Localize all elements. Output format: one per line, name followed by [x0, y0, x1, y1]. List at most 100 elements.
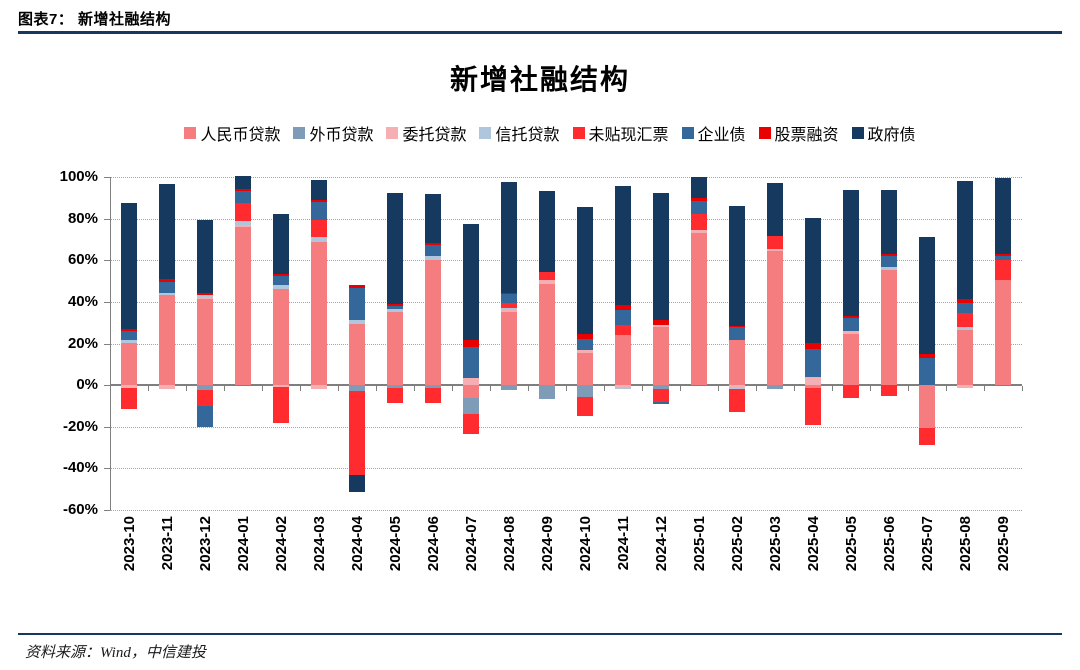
bar-group-2024-11 [604, 177, 642, 510]
bar-segment [919, 354, 935, 359]
x-axis-label-2025-08: 2025-08 [946, 516, 984, 616]
x-axis-label-2024-05: 2024-05 [376, 516, 414, 616]
y-axis-tick [104, 177, 110, 178]
bar-segment [615, 325, 631, 336]
bar-segment [425, 385, 441, 389]
x-axis-tick [300, 386, 301, 392]
bar-segment [349, 284, 365, 289]
bar-segment [577, 333, 593, 339]
x-axis-label-2024-04: 2024-04 [338, 516, 376, 616]
x-axis-label-text: 2025-02 [728, 516, 746, 572]
bar-segment [463, 224, 479, 340]
bar-segment [729, 385, 745, 388]
gridline [110, 426, 1022, 428]
x-axis-tick [718, 386, 719, 392]
bar-segment [121, 342, 137, 386]
legend-swatch-icon [293, 127, 306, 139]
y-axis-tick [104, 468, 110, 470]
legend-swatch-icon [758, 127, 771, 139]
x-axis-label-text: 2025-04 [804, 516, 822, 572]
bar-segment [653, 401, 669, 405]
x-axis-tick [680, 386, 681, 392]
bar-segment [463, 385, 479, 399]
bar-segment [539, 385, 555, 400]
bar-segment [767, 249, 783, 252]
bar-segment [159, 282, 175, 294]
x-axis-tick [832, 386, 833, 392]
bar-segment [995, 259, 1011, 280]
bar-segment [273, 285, 289, 289]
x-axis-label-text: 2023-10 [120, 516, 138, 572]
legend-item-1: 外币贷款 [293, 121, 373, 145]
bar-segment [615, 335, 631, 386]
y-axis-label: -40% [62, 459, 98, 477]
x-axis-tick [148, 386, 149, 392]
bar-segment [425, 259, 441, 386]
legend-item-4: 未贴现汇票 [572, 121, 669, 145]
bar-segment [349, 324, 365, 386]
bar-segment [539, 272, 555, 281]
bar-segment [881, 270, 897, 386]
bar-segment [235, 224, 251, 227]
bar-segment [387, 304, 403, 307]
x-axis-tick [186, 386, 187, 392]
bar-segment [805, 349, 821, 377]
bar-segment [159, 183, 175, 279]
x-axis-label-text: 2025-08 [956, 516, 974, 572]
x-axis: 2023-10 2023-11 2023-12 2024-01 2024-02 2024-… [110, 516, 1022, 616]
bar-segment [767, 385, 783, 390]
x-axis-label-2024-06: 2024-06 [414, 516, 452, 616]
bar-segment [843, 318, 859, 332]
x-axis-tick [528, 386, 529, 392]
bar-group-2024-09 [528, 177, 566, 510]
bar-group-2024-07 [452, 177, 490, 510]
y-axis-spine [110, 177, 111, 510]
bar-segment [425, 194, 441, 243]
bar-segment [729, 325, 745, 328]
bar-segment [159, 385, 175, 390]
x-axis-label-2025-06: 2025-06 [870, 516, 908, 616]
x-axis-tick [794, 386, 795, 392]
y-axis-tick [104, 385, 110, 387]
bar-segment [425, 245, 441, 257]
x-axis-tick [452, 386, 453, 392]
x-axis-label-2024-11: 2024-11 [604, 516, 642, 616]
bar-segment [995, 256, 1011, 260]
y-axis-tick [104, 218, 110, 220]
x-axis-tick [642, 386, 643, 392]
bar-segment [957, 302, 973, 313]
x-axis-tick [338, 386, 339, 392]
bar-segment [957, 298, 973, 303]
bar-group-2024-06 [414, 177, 452, 510]
x-axis-label-text: 2024-05 [386, 516, 404, 572]
bar-segment [349, 288, 365, 320]
legend-label: 委托贷款 [402, 127, 467, 144]
bar-group-2025-07 [908, 177, 946, 510]
bar-segment [957, 312, 973, 327]
bar-segment [805, 218, 821, 344]
bar-segment [311, 180, 327, 200]
bar-segment [197, 390, 213, 406]
bar-segment [691, 230, 707, 233]
bar-segment [121, 329, 137, 332]
bar-segment [729, 389, 745, 412]
x-axis-label-2023-11: 2023-11 [148, 516, 186, 616]
bar-segment [235, 189, 251, 192]
x-axis-tick [604, 386, 605, 392]
bar-group-2023-10 [110, 177, 148, 510]
x-axis-tick [1022, 386, 1023, 392]
y-axis-label: 80% [67, 209, 98, 227]
legend-label: 未贴现汇票 [588, 127, 669, 144]
bar-group-2024-05 [376, 177, 414, 510]
bar-segment [463, 339, 479, 347]
bar-group-2024-10 [566, 177, 604, 510]
bar-segment [387, 306, 403, 309]
x-axis-label-text: 2025-06 [880, 516, 898, 572]
bar-segment [729, 387, 745, 390]
bar-group-2024-03 [300, 177, 338, 510]
bar-segment [843, 334, 859, 386]
bar-segment [425, 256, 441, 260]
bar-segment [501, 294, 517, 304]
bar-segment [539, 280, 555, 284]
bar-segment [273, 273, 289, 276]
